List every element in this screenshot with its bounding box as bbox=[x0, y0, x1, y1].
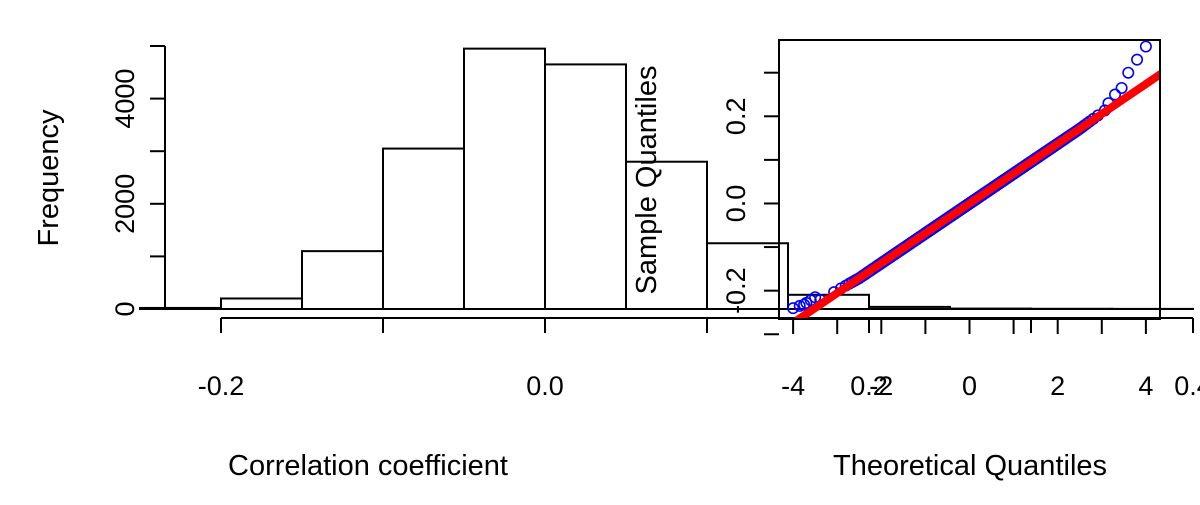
histogram-bar bbox=[383, 149, 464, 309]
qq-x-axis-title: Theoretical Quantiles bbox=[833, 450, 1107, 482]
hist-y-tick-label: 0 bbox=[110, 301, 140, 316]
qq-point bbox=[1116, 83, 1126, 93]
qq-x-tick-label: -2 bbox=[869, 371, 893, 401]
hist-x-tick-label: -0.2 bbox=[198, 371, 245, 401]
histogram-bars bbox=[140, 49, 1193, 309]
qq-x-tick-label: 4 bbox=[1138, 371, 1153, 401]
hist-y-tick-label: 4000 bbox=[110, 69, 140, 129]
qq-y-tick-label: 0.2 bbox=[721, 98, 751, 136]
qq-reference-line bbox=[735, 45, 1200, 363]
qq-x-tick-label: 2 bbox=[1050, 371, 1065, 401]
qq-plot-frame bbox=[779, 40, 1160, 319]
qq-y-axis-title: Sample Quantiles bbox=[631, 66, 663, 295]
qq-x-ticks: -4 -2 0 2 4 bbox=[781, 319, 1153, 401]
hist-x-tick-label: 0.4 bbox=[1174, 371, 1200, 401]
qq-y-tick-label: -0.2 bbox=[721, 267, 751, 314]
qq-point bbox=[1123, 67, 1133, 77]
hist-y-tick-label: 2000 bbox=[110, 174, 140, 234]
histogram-bar bbox=[869, 307, 950, 309]
qq-x-tick-label: -4 bbox=[781, 371, 805, 401]
hist-y-axis-title: Frequency bbox=[33, 109, 65, 247]
histogram-bar bbox=[464, 49, 545, 309]
histogram-panel: -0.2 0.0 0.2 0.4 0 2000 4000 Correlation coef… bbox=[33, 46, 1200, 482]
histogram-bar bbox=[221, 298, 302, 309]
qq-point bbox=[1132, 54, 1142, 64]
hist-x-tick-label: 0.0 bbox=[526, 371, 564, 401]
qq-points bbox=[788, 41, 1151, 313]
hist-y-ticks: 0 2000 4000 bbox=[110, 46, 165, 317]
qq-x-tick-label: 0 bbox=[962, 371, 977, 401]
hist-x-axis-title: Correlation coefficient bbox=[228, 450, 508, 482]
histogram-bar bbox=[545, 64, 626, 309]
qq-point bbox=[1141, 41, 1151, 51]
histogram-bar bbox=[302, 251, 383, 309]
qq-y-tick-label: 0.0 bbox=[721, 185, 751, 223]
